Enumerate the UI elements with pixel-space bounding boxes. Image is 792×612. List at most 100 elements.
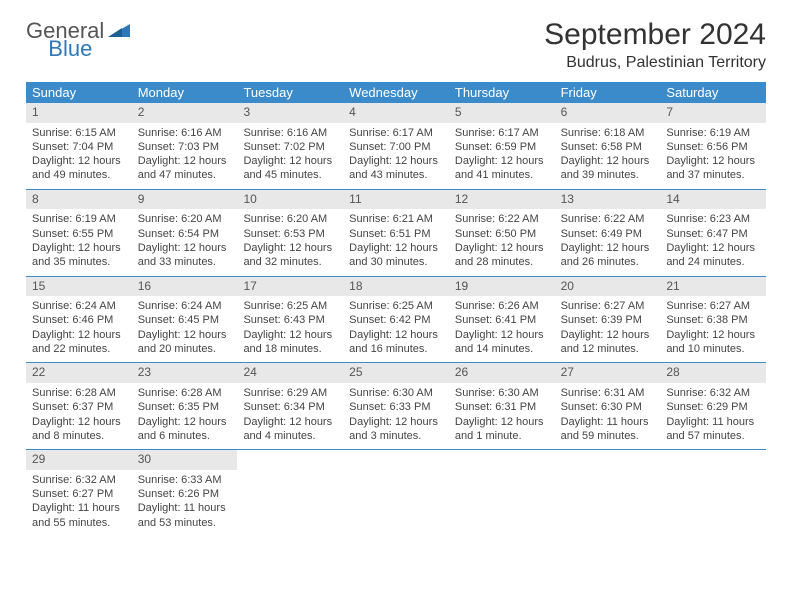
daylight-text: Daylight: 11 hours and 55 minutes.: [32, 501, 126, 530]
sunset-text: Sunset: 6:42 PM: [349, 313, 443, 327]
sunset-text: Sunset: 7:03 PM: [138, 140, 232, 154]
daylight-text: Daylight: 12 hours and 37 minutes.: [666, 154, 760, 183]
sunset-text: Sunset: 6:53 PM: [243, 227, 337, 241]
sunrise-text: Sunrise: 6:16 AM: [243, 126, 337, 140]
daylight-text: Daylight: 12 hours and 47 minutes.: [138, 154, 232, 183]
sunset-text: Sunset: 6:35 PM: [138, 400, 232, 414]
sunset-text: Sunset: 7:02 PM: [243, 140, 337, 154]
day-body: Sunrise: 6:24 AMSunset: 6:45 PMDaylight:…: [132, 296, 238, 356]
daylight-text: Daylight: 12 hours and 35 minutes.: [32, 241, 126, 270]
sunrise-text: Sunrise: 6:16 AM: [138, 126, 232, 140]
day-number: 14: [660, 190, 766, 210]
daylight-text: Daylight: 11 hours and 59 minutes.: [561, 415, 655, 444]
day-number: 8: [26, 190, 132, 210]
day-cell: 2Sunrise: 6:16 AMSunset: 7:03 PMDaylight…: [132, 103, 238, 189]
sunset-text: Sunset: 6:47 PM: [666, 227, 760, 241]
day-cell: 17Sunrise: 6:25 AMSunset: 6:43 PMDayligh…: [237, 277, 343, 363]
day-cell: 6Sunrise: 6:18 AMSunset: 6:58 PMDaylight…: [555, 103, 661, 189]
day-body: Sunrise: 6:15 AMSunset: 7:04 PMDaylight:…: [26, 123, 132, 183]
sunrise-text: Sunrise: 6:25 AM: [243, 299, 337, 313]
daylight-text: Daylight: 12 hours and 30 minutes.: [349, 241, 443, 270]
day-body: Sunrise: 6:23 AMSunset: 6:47 PMDaylight:…: [660, 209, 766, 269]
sunrise-text: Sunrise: 6:32 AM: [666, 386, 760, 400]
sunrise-text: Sunrise: 6:25 AM: [349, 299, 443, 313]
sunrise-text: Sunrise: 6:28 AM: [32, 386, 126, 400]
day-number: 26: [449, 363, 555, 383]
day-cell: 21Sunrise: 6:27 AMSunset: 6:38 PMDayligh…: [660, 277, 766, 363]
day-cell: 13Sunrise: 6:22 AMSunset: 6:49 PMDayligh…: [555, 190, 661, 276]
week-row: 1Sunrise: 6:15 AMSunset: 7:04 PMDaylight…: [26, 103, 766, 190]
sunset-text: Sunset: 6:34 PM: [243, 400, 337, 414]
day-cell: 26Sunrise: 6:30 AMSunset: 6:31 PMDayligh…: [449, 363, 555, 449]
daylight-text: Daylight: 11 hours and 57 minutes.: [666, 415, 760, 444]
location: Budrus, Palestinian Territory: [544, 54, 766, 72]
day-cell: 16Sunrise: 6:24 AMSunset: 6:45 PMDayligh…: [132, 277, 238, 363]
day-body: Sunrise: 6:16 AMSunset: 7:03 PMDaylight:…: [132, 123, 238, 183]
sunset-text: Sunset: 6:43 PM: [243, 313, 337, 327]
sunrise-text: Sunrise: 6:17 AM: [349, 126, 443, 140]
day-header-monday: Monday: [132, 82, 238, 103]
daylight-text: Daylight: 12 hours and 32 minutes.: [243, 241, 337, 270]
day-cell: 30Sunrise: 6:33 AMSunset: 6:26 PMDayligh…: [132, 450, 238, 536]
day-number: 2: [132, 103, 238, 123]
weeks-container: 1Sunrise: 6:15 AMSunset: 7:04 PMDaylight…: [26, 103, 766, 536]
sunrise-text: Sunrise: 6:21 AM: [349, 212, 443, 226]
day-body: Sunrise: 6:21 AMSunset: 6:51 PMDaylight:…: [343, 209, 449, 269]
day-cell: 23Sunrise: 6:28 AMSunset: 6:35 PMDayligh…: [132, 363, 238, 449]
day-cell: [237, 450, 343, 536]
sunrise-text: Sunrise: 6:24 AM: [138, 299, 232, 313]
sunrise-text: Sunrise: 6:29 AM: [243, 386, 337, 400]
day-body: Sunrise: 6:30 AMSunset: 6:31 PMDaylight:…: [449, 383, 555, 443]
day-body: Sunrise: 6:22 AMSunset: 6:50 PMDaylight:…: [449, 209, 555, 269]
daylight-text: Daylight: 12 hours and 8 minutes.: [32, 415, 126, 444]
sunset-text: Sunset: 6:50 PM: [455, 227, 549, 241]
daylight-text: Daylight: 12 hours and 10 minutes.: [666, 328, 760, 357]
day-number: 13: [555, 190, 661, 210]
day-number: 12: [449, 190, 555, 210]
daylight-text: Daylight: 12 hours and 43 minutes.: [349, 154, 443, 183]
sunset-text: Sunset: 6:29 PM: [666, 400, 760, 414]
sunrise-text: Sunrise: 6:30 AM: [349, 386, 443, 400]
daylight-text: Daylight: 12 hours and 41 minutes.: [455, 154, 549, 183]
week-row: 15Sunrise: 6:24 AMSunset: 6:46 PMDayligh…: [26, 277, 766, 364]
calendar: Sunday Monday Tuesday Wednesday Thursday…: [26, 82, 766, 536]
day-body: Sunrise: 6:24 AMSunset: 6:46 PMDaylight:…: [26, 296, 132, 356]
day-cell: 29Sunrise: 6:32 AMSunset: 6:27 PMDayligh…: [26, 450, 132, 536]
sunrise-text: Sunrise: 6:22 AM: [455, 212, 549, 226]
day-body: Sunrise: 6:29 AMSunset: 6:34 PMDaylight:…: [237, 383, 343, 443]
day-body: Sunrise: 6:25 AMSunset: 6:43 PMDaylight:…: [237, 296, 343, 356]
logo-text-blue: Blue: [48, 36, 92, 61]
day-cell: 8Sunrise: 6:19 AMSunset: 6:55 PMDaylight…: [26, 190, 132, 276]
day-number: 4: [343, 103, 449, 123]
day-number: 6: [555, 103, 661, 123]
day-cell: 28Sunrise: 6:32 AMSunset: 6:29 PMDayligh…: [660, 363, 766, 449]
day-number: 11: [343, 190, 449, 210]
header: General Blue September 2024 Budrus, Pale…: [26, 18, 766, 72]
daylight-text: Daylight: 12 hours and 28 minutes.: [455, 241, 549, 270]
daylight-text: Daylight: 12 hours and 3 minutes.: [349, 415, 443, 444]
sunset-text: Sunset: 6:45 PM: [138, 313, 232, 327]
day-body: Sunrise: 6:28 AMSunset: 6:37 PMDaylight:…: [26, 383, 132, 443]
sunrise-text: Sunrise: 6:17 AM: [455, 126, 549, 140]
sunrise-text: Sunrise: 6:27 AM: [561, 299, 655, 313]
sunset-text: Sunset: 6:55 PM: [32, 227, 126, 241]
daylight-text: Daylight: 12 hours and 18 minutes.: [243, 328, 337, 357]
sunrise-text: Sunrise: 6:18 AM: [561, 126, 655, 140]
day-number: 16: [132, 277, 238, 297]
day-cell: 22Sunrise: 6:28 AMSunset: 6:37 PMDayligh…: [26, 363, 132, 449]
month-title: September 2024: [544, 18, 766, 52]
day-cell: [343, 450, 449, 536]
daylight-text: Daylight: 12 hours and 6 minutes.: [138, 415, 232, 444]
day-body: Sunrise: 6:19 AMSunset: 6:55 PMDaylight:…: [26, 209, 132, 269]
week-row: 29Sunrise: 6:32 AMSunset: 6:27 PMDayligh…: [26, 450, 766, 536]
week-row: 22Sunrise: 6:28 AMSunset: 6:37 PMDayligh…: [26, 363, 766, 450]
day-body: Sunrise: 6:20 AMSunset: 6:53 PMDaylight:…: [237, 209, 343, 269]
day-header-friday: Friday: [555, 82, 661, 103]
day-number: 27: [555, 363, 661, 383]
sunrise-text: Sunrise: 6:19 AM: [666, 126, 760, 140]
day-cell: 15Sunrise: 6:24 AMSunset: 6:46 PMDayligh…: [26, 277, 132, 363]
sunset-text: Sunset: 6:46 PM: [32, 313, 126, 327]
daylight-text: Daylight: 12 hours and 1 minute.: [455, 415, 549, 444]
sunrise-text: Sunrise: 6:27 AM: [666, 299, 760, 313]
logo: General Blue: [26, 18, 178, 44]
